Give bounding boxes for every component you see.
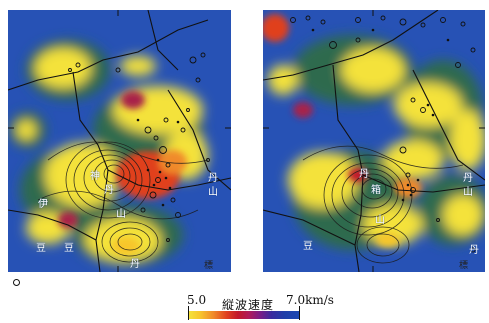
map-label: 丹 <box>469 245 479 256</box>
map-label: 山 <box>208 187 218 198</box>
map-label: 豆 <box>36 243 46 254</box>
map-label: 山 <box>116 209 126 220</box>
map-label: 伊 <box>38 199 48 210</box>
map-label: 豆 <box>303 241 313 252</box>
map-label: 豆 <box>64 243 74 254</box>
map-label: 丹 <box>130 259 140 270</box>
corner-mark: 標 <box>204 261 214 271</box>
map-label: 山 <box>463 187 473 198</box>
colorbar-min-label: 5.0 <box>187 293 207 307</box>
map-label: 丹 <box>463 173 473 184</box>
map-label: 丹 <box>208 173 218 184</box>
corner-mark: 標 <box>459 261 469 271</box>
colorbar-tick-min <box>188 306 189 320</box>
map-label: 丹 <box>359 169 369 180</box>
open-circle-marker <box>13 279 20 286</box>
colorbar-tick-max <box>299 306 300 320</box>
colorbar-title: 縦波速度 <box>222 298 275 312</box>
map-label: 山 <box>375 215 385 226</box>
colorbar-gradient <box>189 311 300 319</box>
velocity-map-right: 丹 山 箱 豆 丹 丹 山 標 <box>263 10 485 272</box>
map-label: 神 <box>90 171 100 182</box>
velocity-heatmap-left <box>8 10 231 272</box>
map-label: 丹 <box>104 185 114 196</box>
map-label: 箱 <box>371 185 381 196</box>
velocity-map-left: 神 伊 豆 丹 山 丹 山 豆 丹 標 <box>8 10 231 272</box>
colorbar-max-label: 7.0km/s <box>286 293 334 307</box>
velocity-heatmap-right <box>263 10 485 272</box>
